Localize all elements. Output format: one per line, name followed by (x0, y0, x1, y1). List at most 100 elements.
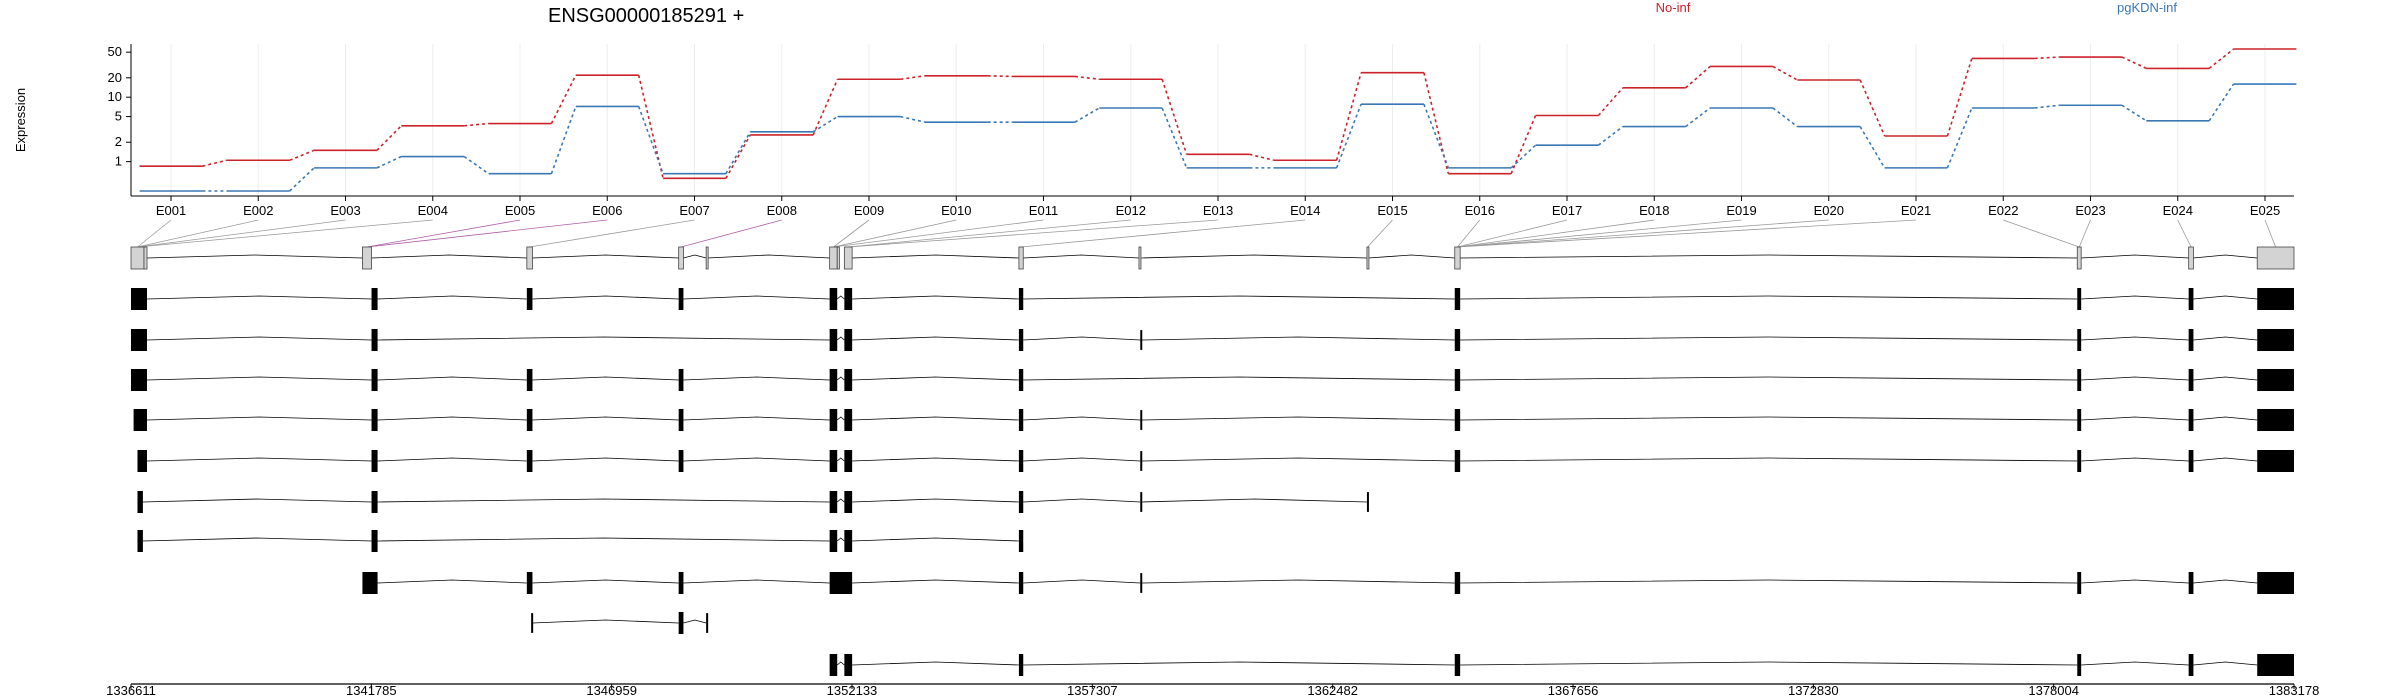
transcript-intron (1023, 376, 1455, 381)
transcript-intron (1460, 336, 2078, 341)
legend: No-inf pgKDN-inf (1656, 0, 2178, 15)
transcript-exon (131, 329, 148, 351)
transcript-track (137, 530, 1024, 552)
transcript-exon (1140, 410, 1143, 430)
exon-connector (1457, 219, 1568, 248)
transcript-exon (1454, 288, 1461, 310)
chart-title: ENSG00000185291 + (548, 5, 744, 27)
transcript-intron (836, 457, 845, 462)
transcript-exon (678, 288, 684, 310)
collapsed-intron (146, 254, 363, 259)
transcript-intron (1141, 336, 1455, 341)
transcript-exon (2188, 572, 2194, 594)
transcript-exon (678, 369, 684, 391)
series-connector (1423, 72, 1450, 174)
transcript-intron (836, 661, 845, 666)
transcript-intron (852, 416, 1019, 421)
exon-tick-label: E007 (679, 203, 709, 218)
series-connector (1335, 72, 1362, 161)
transcript-intron (146, 416, 372, 421)
exon-connector (1457, 219, 1829, 248)
transcript-intron (146, 295, 372, 300)
transcript-exon (829, 288, 838, 310)
transcript-intron (532, 579, 679, 584)
transcript-track (531, 612, 709, 634)
series-connector (1074, 107, 1100, 123)
series-connector (376, 155, 402, 169)
transcript-track (133, 409, 2294, 431)
collapsed-intron (683, 254, 707, 259)
transcript-intron (836, 295, 845, 300)
transcript-intron (852, 336, 1019, 341)
transcript-intron (1141, 498, 1367, 503)
series-connector (725, 134, 752, 179)
exon-connector (137, 219, 172, 248)
vertical-grid (170, 44, 2266, 196)
transcript-intron (142, 537, 372, 542)
exon-tick-label: E008 (767, 203, 797, 218)
y-axis-ticks: 1 2 5 10 20 50 (108, 44, 131, 169)
transcript-track (137, 491, 1369, 513)
exon-connector (366, 219, 521, 248)
transcript-exon (1140, 492, 1143, 512)
transcript-exon (2257, 329, 2294, 351)
series-connector (1161, 107, 1188, 169)
transcript-exon (371, 530, 378, 552)
transcript-exon (526, 409, 533, 431)
transcript-intron (1023, 579, 1141, 584)
exon-tick-label: E005 (505, 203, 535, 218)
exon-connector (366, 219, 608, 248)
transcript-intron (532, 376, 679, 381)
collapsed-exon (678, 246, 684, 270)
transcript-intron (683, 376, 830, 381)
exon-tick-label: E001 (156, 203, 186, 218)
transcript-intron (1460, 457, 2078, 462)
transcript-intron (852, 661, 1019, 666)
transcript-exon (371, 491, 378, 513)
exon-tick-label: E014 (1290, 203, 1320, 218)
genome-tick-label: 1367656 (1548, 683, 1599, 698)
y-tick-label: 10 (108, 89, 122, 104)
transcript-exon (2077, 654, 2082, 676)
series-connector (1423, 103, 1450, 169)
transcript-exon (1140, 330, 1143, 350)
exon-connector-lines (137, 219, 2276, 248)
transcript-intron (1023, 295, 1455, 300)
exon-tick-label: E013 (1203, 203, 1233, 218)
exon-tick-label: E012 (1116, 203, 1146, 218)
transcript-exon (829, 530, 838, 552)
collapsed-exon (130, 246, 145, 270)
transcript-exon (2257, 654, 2294, 676)
transcript-exon (1454, 329, 1461, 351)
collapsed-exon (836, 246, 840, 270)
y-tick-label: 20 (108, 70, 122, 85)
legend-no-inf: No-inf (1656, 0, 1691, 15)
series-connector (202, 159, 228, 167)
gene-model-tracks (130, 246, 2295, 676)
genome-tick-label: 1357307 (1067, 683, 1118, 698)
transcript-exon (1366, 492, 1369, 512)
transcript-exon (2077, 409, 2082, 431)
transcript-exon (678, 450, 684, 472)
series-connector (1510, 144, 1537, 169)
transcript-intron (146, 457, 372, 462)
transcript-intron (1023, 336, 1141, 341)
transcript-exon (2077, 572, 2082, 594)
transcript-exon (131, 288, 148, 310)
transcript-track (131, 288, 2294, 310)
exon-tick-label: E020 (1814, 203, 1844, 218)
transcript-intron (852, 295, 1019, 300)
transcript-intron (1023, 661, 1455, 666)
series-connector (1946, 107, 1973, 169)
transcript-exon (829, 654, 838, 676)
exon-connector (137, 219, 259, 248)
transcript-exon (1454, 450, 1461, 472)
transcript-exon (2257, 409, 2294, 431)
transcript-exon (1018, 491, 1024, 513)
transcript-exon (1454, 654, 1461, 676)
transcript-exon (526, 288, 533, 310)
transcript-intron (2193, 416, 2258, 421)
y-tick-label: 2 (115, 134, 122, 149)
transcript-exon (2257, 572, 2294, 594)
collapsed-intron (707, 254, 830, 259)
